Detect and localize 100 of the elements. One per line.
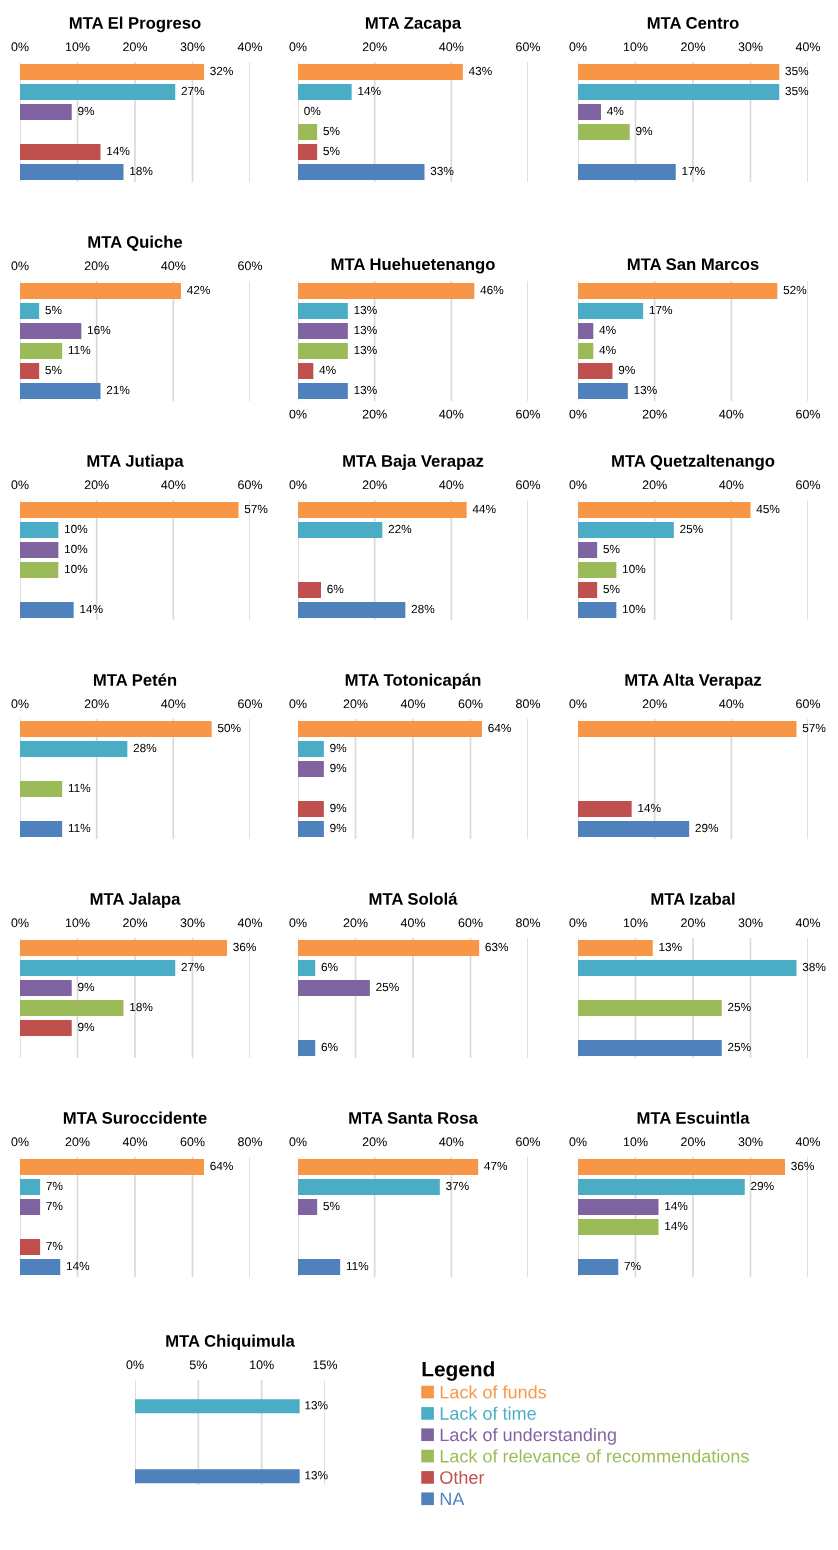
bar bbox=[578, 283, 778, 299]
bar bbox=[298, 522, 383, 538]
bar bbox=[578, 343, 594, 359]
x-tick-label: 40% bbox=[795, 42, 821, 52]
bar bbox=[578, 383, 628, 399]
bar bbox=[298, 363, 314, 379]
data-label: 64% bbox=[488, 723, 511, 733]
x-tick-label: 20% bbox=[343, 918, 368, 928]
x-tick-label: 30% bbox=[738, 1137, 763, 1147]
x-tick-label: 60% bbox=[238, 261, 263, 271]
bar bbox=[20, 721, 212, 737]
data-label: 42% bbox=[187, 285, 210, 295]
data-label: 5% bbox=[323, 126, 340, 136]
bar bbox=[578, 104, 601, 120]
x-tick-label: 0% bbox=[569, 1137, 587, 1147]
x-tick-label: 40% bbox=[400, 918, 426, 928]
x-tick-label: 20% bbox=[123, 42, 148, 52]
x-tick-label: 40% bbox=[795, 1137, 821, 1147]
data-label: 36% bbox=[791, 1161, 814, 1171]
x-tick-label: 20% bbox=[681, 918, 706, 928]
x-tick-label: 60% bbox=[458, 699, 483, 709]
legend-label: NA bbox=[440, 1492, 465, 1506]
bar bbox=[20, 821, 63, 837]
data-label: 6% bbox=[327, 584, 344, 594]
legend-title: Legend bbox=[422, 1361, 494, 1381]
data-label: 57% bbox=[802, 723, 826, 733]
x-tick-label: 80% bbox=[516, 699, 541, 709]
bar bbox=[20, 303, 40, 319]
data-label: 25% bbox=[680, 524, 703, 534]
bar bbox=[20, 363, 40, 379]
data-label: 10% bbox=[64, 564, 88, 574]
x-tick-label: 80% bbox=[516, 918, 541, 928]
x-tick-label: 30% bbox=[738, 42, 763, 52]
x-tick-label: 20% bbox=[84, 480, 109, 490]
x-tick-label: 60% bbox=[796, 409, 821, 419]
data-label: 10% bbox=[622, 604, 646, 614]
x-tick-label: 20% bbox=[84, 261, 109, 271]
chart-title: MTA Centro bbox=[647, 17, 739, 29]
bar bbox=[20, 343, 63, 359]
data-label: 29% bbox=[695, 823, 719, 833]
bar bbox=[578, 582, 598, 598]
bar bbox=[578, 960, 797, 976]
bar bbox=[298, 303, 348, 319]
data-label: 14% bbox=[665, 1221, 688, 1231]
bar bbox=[298, 602, 406, 618]
data-label: 7% bbox=[624, 1261, 641, 1271]
data-label: 13% bbox=[659, 942, 682, 952]
x-tick-label: 0% bbox=[126, 1360, 144, 1370]
x-tick-label: 60% bbox=[516, 1137, 541, 1147]
x-tick-label: 0% bbox=[569, 409, 587, 419]
bar bbox=[578, 1199, 659, 1215]
x-tick-label: 20% bbox=[362, 42, 387, 52]
x-tick-label: 60% bbox=[516, 480, 541, 490]
bar bbox=[20, 323, 82, 339]
data-label: 9% bbox=[330, 743, 347, 753]
chart-title: MTA Petén bbox=[93, 673, 177, 686]
chart-title: MTA Santa Rosa bbox=[349, 1112, 478, 1124]
chart-title: MTA Zacapa bbox=[365, 17, 462, 33]
data-label: 44% bbox=[472, 504, 496, 514]
bar bbox=[20, 1020, 72, 1036]
bar bbox=[20, 283, 181, 299]
bar bbox=[20, 1199, 41, 1215]
bar bbox=[20, 144, 101, 160]
x-tick-label: 40% bbox=[719, 699, 744, 709]
data-label: 43% bbox=[468, 66, 492, 76]
data-label: 35% bbox=[785, 86, 809, 96]
x-tick-label: 0% bbox=[11, 480, 29, 490]
x-tick-label: 0% bbox=[11, 261, 29, 271]
x-tick-label: 40% bbox=[161, 261, 186, 271]
x-tick-label: 20% bbox=[642, 699, 667, 709]
data-label: 27% bbox=[181, 962, 205, 972]
data-label: 5% bbox=[45, 365, 62, 375]
bar bbox=[578, 542, 598, 558]
bar bbox=[20, 741, 128, 757]
data-label: 13% bbox=[354, 345, 377, 355]
bar bbox=[20, 781, 63, 797]
x-tick-label: 20% bbox=[362, 480, 387, 490]
data-label: 0% bbox=[304, 106, 321, 116]
bar bbox=[578, 821, 690, 837]
x-tick-label: 40% bbox=[439, 1137, 464, 1147]
data-label: 5% bbox=[603, 584, 620, 594]
data-label: 13% bbox=[354, 325, 377, 335]
x-tick-label: 20% bbox=[343, 699, 368, 709]
data-label: 9% bbox=[330, 763, 347, 773]
data-label: 14% bbox=[358, 86, 381, 96]
x-tick-label: 40% bbox=[237, 42, 263, 52]
bar bbox=[578, 1179, 745, 1195]
x-tick-label: 10% bbox=[65, 42, 90, 52]
bar bbox=[298, 283, 475, 299]
data-label: 11% bbox=[68, 345, 91, 355]
data-label: 11% bbox=[68, 783, 91, 793]
bar bbox=[20, 502, 239, 518]
legend-label: Lack of funds bbox=[440, 1385, 547, 1399]
x-tick-label: 0% bbox=[569, 42, 587, 52]
data-label: 4% bbox=[599, 325, 616, 335]
x-tick-label: 40% bbox=[439, 409, 464, 419]
x-tick-label: 20% bbox=[681, 42, 706, 52]
bar bbox=[20, 1259, 61, 1275]
x-tick-label: 0% bbox=[569, 480, 587, 490]
x-tick-label: 20% bbox=[84, 699, 109, 709]
